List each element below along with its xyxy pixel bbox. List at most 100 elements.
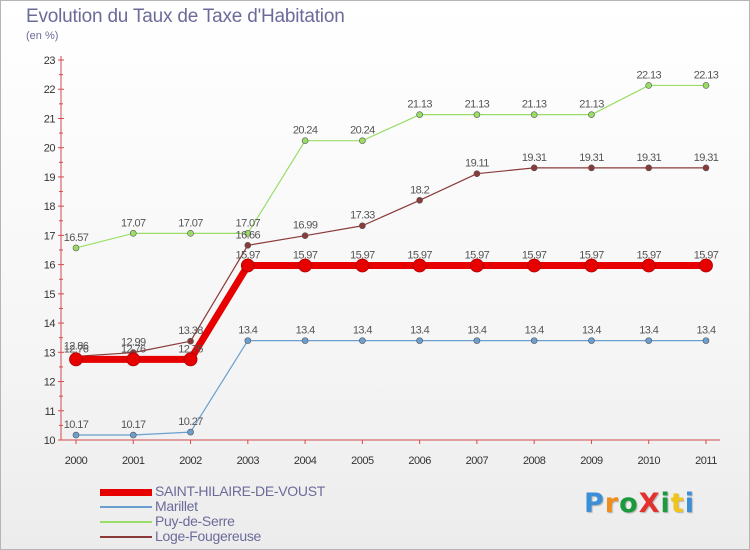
y-tick-label: 16	[44, 260, 56, 272]
data-label-saint-hilaire-de-voust: 15.97	[694, 249, 719, 261]
y-tick-label: 18	[44, 201, 56, 213]
y-tick-label: 17	[44, 230, 56, 242]
legend-swatch	[100, 536, 152, 538]
data-label-marillet: 13.4	[353, 325, 372, 337]
chart-title: Evolution du Taux de Taxe d'Habitation	[26, 6, 345, 27]
data-label-loge-fougereuse: 19.31	[579, 152, 604, 164]
y-tick-label: 19	[44, 172, 56, 184]
x-tick-label: 2008	[523, 455, 546, 467]
data-label-marillet: 13.4	[296, 325, 315, 337]
point-loge-fougereuse	[244, 242, 252, 249]
point-saint-hilaire-de-voust	[641, 258, 656, 273]
point-loge-fougereuse	[473, 170, 481, 178]
data-label-saint-hilaire-de-voust: 15.97	[407, 249, 432, 261]
series-line-marillet	[76, 340, 706, 436]
data-label-loge-fougereuse: 18.2	[410, 184, 429, 196]
data-label-loge-fougereuse: 16.66	[236, 229, 261, 241]
data-points	[69, 82, 713, 439]
x-tick-label: 2009	[580, 455, 603, 467]
point-loge-fougereuse	[416, 197, 423, 204]
point-puy-de-serre	[359, 137, 366, 144]
point-marillet	[645, 337, 653, 344]
x-tick-label: 2004	[294, 455, 317, 467]
point-saint-hilaire-de-voust	[69, 352, 83, 367]
point-puy-de-serre	[702, 82, 710, 89]
point-saint-hilaire-de-voust	[298, 258, 312, 273]
data-label-puy-de-serre: 22.13	[694, 69, 719, 81]
data-label-loge-fougereuse: 12.86	[64, 340, 89, 352]
data-label-loge-fougereuse: 17.33	[350, 210, 375, 222]
data-label-marillet: 13.4	[582, 325, 601, 337]
point-puy-de-serre	[530, 111, 538, 118]
point-loge-fougereuse	[301, 232, 309, 239]
data-label-loge-fougereuse: 13.38	[178, 325, 203, 337]
data-label-saint-hilaire-de-voust: 15.97	[465, 249, 490, 261]
x-tick-label: 2003	[237, 455, 260, 467]
y-tick-label: 23	[44, 55, 56, 67]
data-label-marillet: 13.4	[525, 325, 544, 337]
data-label-puy-de-serre: 21.13	[407, 99, 432, 111]
data-label-puy-de-serre: 17.07	[121, 217, 146, 229]
point-loge-fougereuse	[588, 164, 595, 172]
logo-letter: r	[604, 488, 620, 519]
point-marillet	[473, 337, 481, 344]
point-puy-de-serre	[187, 230, 194, 237]
series-line-loge-fougereuse	[75, 167, 706, 357]
logo-letter: P	[584, 488, 605, 519]
y-tick-label: 11	[45, 406, 56, 418]
chart-subtitle: (en %)	[26, 30, 59, 42]
point-saint-hilaire-de-voust	[355, 258, 370, 273]
point-puy-de-serre	[244, 230, 252, 237]
data-label-marillet: 10.27	[178, 416, 203, 428]
data-label-saint-hilaire-de-voust: 12.76	[121, 343, 146, 355]
data-label-saint-hilaire-de-voust: 15.97	[350, 249, 375, 261]
point-marillet	[129, 431, 137, 439]
data-label-puy-de-serre: 17.07	[236, 217, 261, 229]
data-label-marillet: 13.4	[410, 325, 429, 337]
legend-swatch	[100, 506, 152, 508]
data-label-marillet: 13.4	[238, 325, 257, 337]
point-marillet	[301, 337, 309, 344]
data-label-saint-hilaire-de-voust: 15.97	[293, 249, 318, 261]
data-label-marillet: 13.4	[467, 325, 486, 337]
logo-letter: t	[670, 488, 685, 519]
x-tick-label: 2010	[637, 455, 660, 467]
point-puy-de-serre	[473, 111, 481, 118]
point-saint-hilaire-de-voust	[126, 352, 141, 367]
logo-letter: i	[684, 488, 695, 519]
data-label-marillet: 13.4	[639, 325, 658, 337]
data-label-puy-de-serre: 20.24	[293, 125, 318, 137]
data-label-marillet: 13.4	[696, 325, 715, 337]
point-loge-fougereuse	[530, 164, 538, 172]
data-label-saint-hilaire-de-voust: 15.97	[236, 249, 261, 261]
series-line-puy-de-serre	[75, 84, 706, 249]
point-puy-de-serre	[301, 137, 309, 144]
data-label-puy-de-serre: 22.13	[636, 69, 661, 81]
data-label-loge-fougereuse: 19.11	[465, 158, 489, 170]
point-puy-de-serre	[72, 244, 80, 252]
data-label-saint-hilaire-de-voust: 12.76	[64, 343, 89, 355]
y-tick-label: 14	[44, 318, 56, 330]
y-tick-label: 13	[44, 347, 56, 359]
point-puy-de-serre	[416, 111, 423, 118]
data-label-saint-hilaire-de-voust: 15.97	[636, 249, 661, 261]
point-saint-hilaire-de-voust	[584, 258, 599, 273]
point-marillet	[359, 337, 366, 344]
x-tick-label: 2011	[695, 455, 717, 467]
legend-label: Puy-de-Serre	[155, 513, 235, 529]
data-label-saint-hilaire-de-voust: 15.97	[579, 249, 604, 261]
point-puy-de-serre	[645, 82, 653, 89]
y-tick-label: 20	[44, 143, 56, 155]
point-marillet	[702, 337, 710, 344]
x-tick-label: 2001	[122, 455, 145, 467]
data-labels: 12.76 12.76 12.76 15.97 15.97 15.97 15.97 15.97…	[64, 69, 720, 431]
data-label-puy-de-serre: 20.24	[350, 125, 375, 137]
x-tick-label: 2002	[179, 455, 202, 467]
y-tick-label: 22	[44, 84, 56, 96]
data-label-loge-fougereuse: 19.31	[636, 152, 661, 164]
point-saint-hilaire-de-voust	[412, 258, 427, 273]
point-saint-hilaire-de-voust	[240, 258, 255, 273]
x-tick-label: 2006	[408, 455, 431, 467]
